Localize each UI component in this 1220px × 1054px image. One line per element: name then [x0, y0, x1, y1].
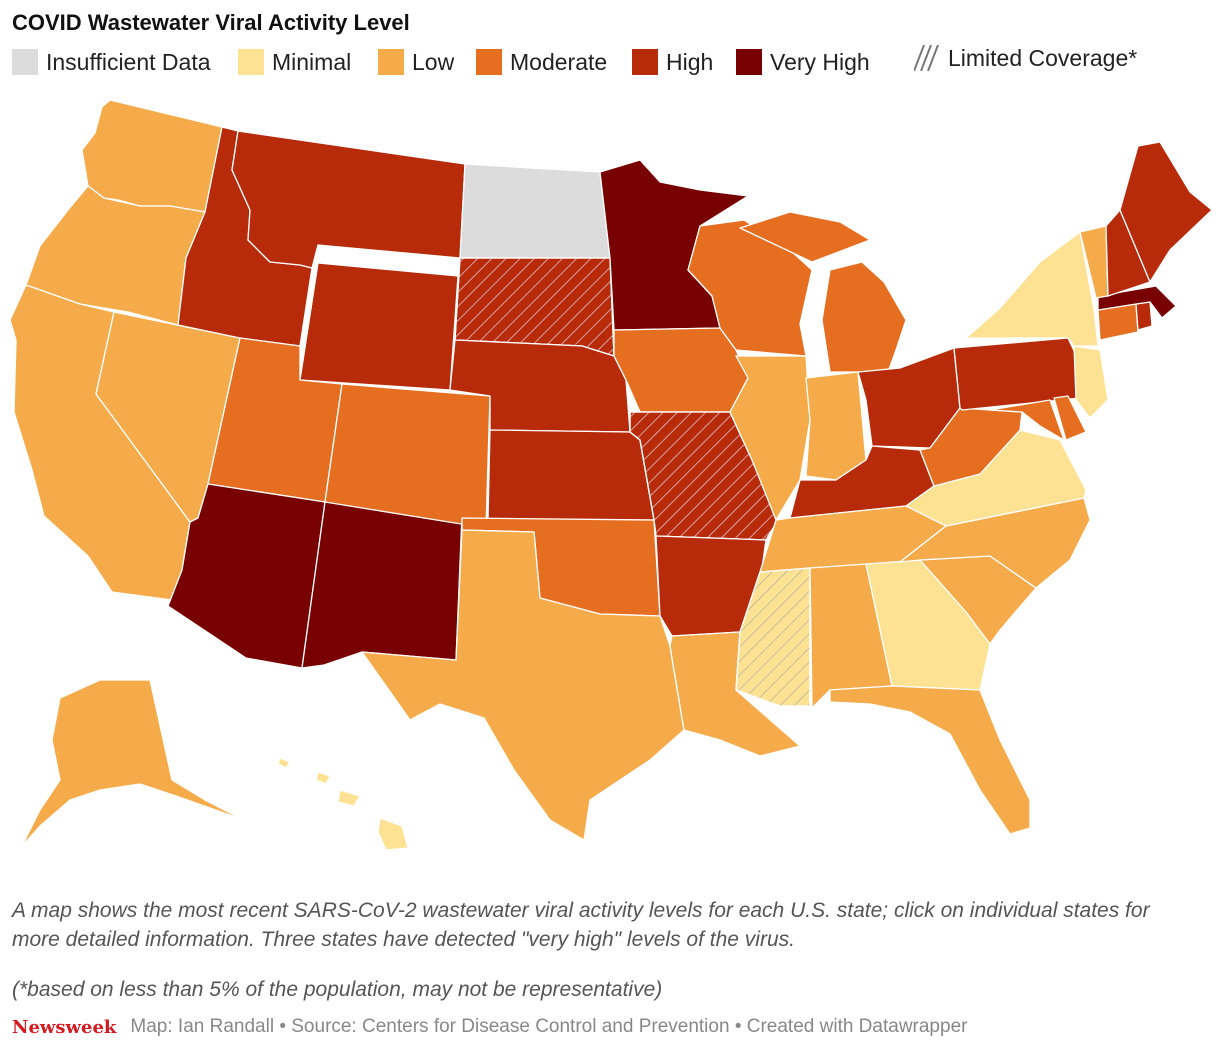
legend-swatch-insufficient	[12, 49, 38, 75]
state-HI[interactable]	[277, 757, 409, 851]
legend-label-moderate: Moderate	[510, 48, 608, 75]
state-MD[interactable]	[989, 399, 1065, 441]
state-ME[interactable]	[1119, 141, 1213, 283]
legend-label-high: High	[666, 48, 714, 75]
legend-swatch-moderate	[476, 49, 502, 75]
legend: Insufficient Data Minimal Low Moderate H…	[12, 45, 1212, 78]
legend-swatch-minimal	[238, 49, 264, 75]
state-NJ[interactable]	[1073, 345, 1109, 419]
state-MI[interactable]	[739, 211, 907, 373]
state-CO[interactable]	[324, 383, 491, 529]
footnote: (*based on less than 5% of the populatio…	[12, 978, 663, 1001]
state-DE[interactable]	[1053, 395, 1087, 441]
chart-title: COVID Wastewater Viral Activity Level	[12, 10, 410, 35]
state-NY[interactable]	[965, 231, 1099, 347]
newsweek-logo[interactable]: Newsweek	[12, 1016, 117, 1038]
state-KS[interactable]	[487, 429, 655, 521]
legend-label-low: Low	[412, 48, 455, 75]
legend-item-low: Low	[378, 46, 454, 78]
state-ND[interactable]	[459, 163, 611, 259]
footer: Newsweek Map: Ian Randall • Source: Cent…	[12, 1016, 967, 1038]
state-WA[interactable]	[81, 99, 223, 213]
legend-label-very-high: Very High	[770, 48, 870, 75]
legend-item-moderate: Moderate	[476, 46, 607, 78]
state-NC[interactable]	[899, 497, 1091, 589]
state-AK[interactable]	[21, 679, 245, 847]
legend-label-insufficient: Insufficient Data	[46, 48, 211, 75]
us-state-map	[9, 99, 1213, 851]
legend-swatch-high	[632, 49, 658, 75]
legend-label-limited-coverage: Limited Coverage*	[948, 44, 1138, 71]
state-IA[interactable]	[613, 327, 749, 413]
state-NM[interactable]	[301, 501, 463, 669]
state-WY[interactable]	[299, 262, 459, 391]
state-IN[interactable]	[805, 371, 867, 481]
legend-swatch-low	[378, 49, 404, 75]
state-FL[interactable]	[829, 685, 1031, 835]
legend-item-insufficient: Insufficient Data	[12, 46, 211, 78]
legend-item-limited-coverage: Limited Coverage*	[914, 42, 1137, 74]
state-TX[interactable]	[361, 529, 685, 841]
hatch-pattern-icon	[914, 45, 939, 71]
legend-swatch-very-high	[736, 49, 762, 75]
credits: Map: Ian Randall • Source: Centers for D…	[130, 1016, 968, 1037]
legend-item-very-high: Very High	[736, 46, 870, 78]
state-MA[interactable]	[1097, 285, 1177, 319]
state-MT[interactable]	[231, 130, 466, 269]
legend-item-minimal: Minimal	[238, 46, 351, 78]
legend-label-minimal: Minimal	[272, 48, 352, 75]
legend-item-high: High	[632, 46, 713, 78]
caption: A map shows the most recent SARS-CoV-2 w…	[12, 899, 1150, 951]
state-RI[interactable]	[1135, 301, 1153, 331]
